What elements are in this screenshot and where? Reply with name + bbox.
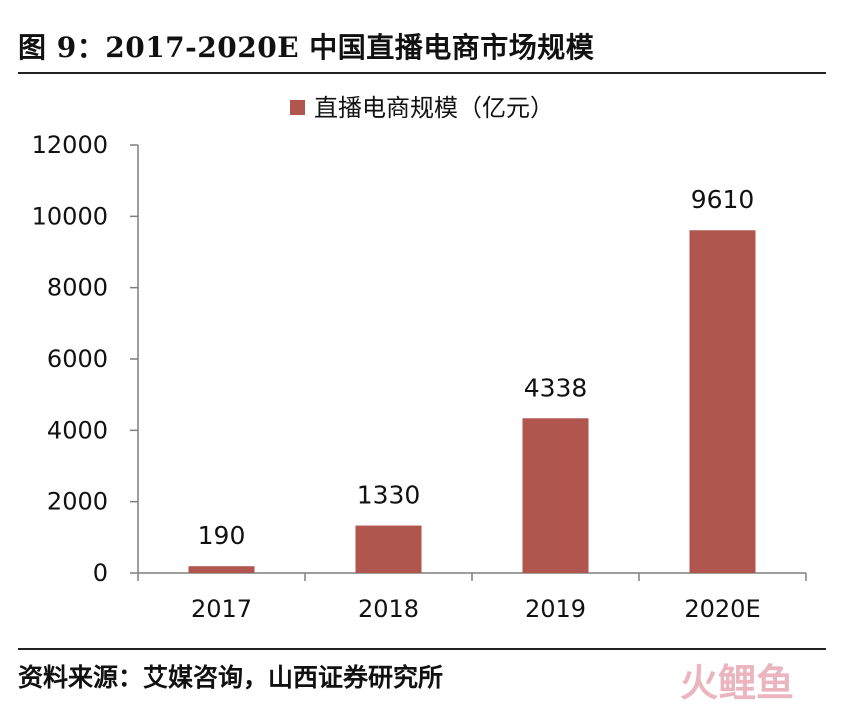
data-label: 190 [198,521,246,550]
source-note: 资料来源：艾媒咨询，山西证券研究所 [18,663,444,692]
y-tick-label: 8000 [47,274,108,302]
data-label: 9610 [691,185,755,214]
y-tick-label: 4000 [47,416,108,444]
x-tick-label: 2018 [358,595,419,623]
bar [689,230,756,573]
data-label: 1330 [357,481,421,510]
bar-chart: 直播电商规模（亿元） 0 2000 4000 6000 8000 10000 12000 190… [32,94,807,623]
legend-swatch [290,100,305,115]
x-tick-label: 2020E [684,595,760,623]
y-tick-label: 2000 [47,488,108,516]
y-tick-label: 10000 [32,202,108,230]
title-divider [18,72,826,74]
bar [355,525,422,573]
watermark-logo: 火鲤鱼 [680,661,795,705]
legend-label: 直播电商规模（亿元） [314,94,554,122]
source-divider [18,648,826,650]
y-tick-label: 0 [93,559,108,587]
y-tick-label: 12000 [32,131,108,159]
bar [188,566,255,573]
y-tick-label: 6000 [47,345,108,373]
bar [522,418,589,573]
data-label: 4338 [524,373,588,402]
x-tick-label: 2019 [525,595,586,623]
x-tick-label: 2017 [191,595,252,623]
figure-title: 图 9：2017-2020E 中国直播电商市场规模 [18,31,595,64]
